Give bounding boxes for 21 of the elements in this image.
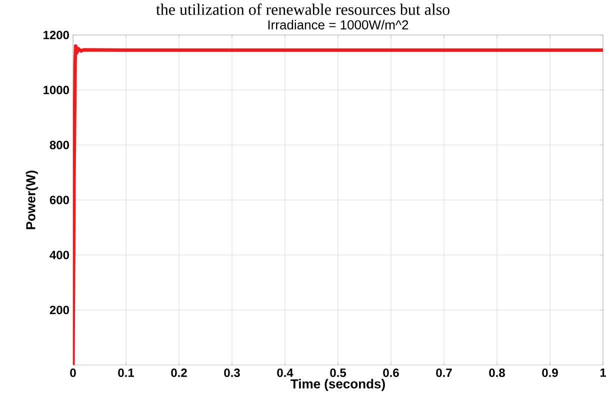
- y-tick-label: 600: [50, 196, 69, 204]
- y-tick-label: 1000: [44, 86, 69, 94]
- x-tick-label: 0.5: [330, 368, 346, 378]
- x-tick-label: 0.7: [436, 368, 452, 378]
- text: the utilization of renewable resources but also: [156, 4, 450, 15]
- x-tick-label: 1: [600, 368, 606, 377]
- y-tick-label: 200: [50, 306, 69, 314]
- x-tick-label: 0.6: [383, 368, 399, 378]
- x-tick-label: 0.3: [224, 368, 240, 378]
- x-tick-label: 0: [70, 368, 76, 378]
- x-tick-label: 0.8: [489, 368, 505, 378]
- y-tick-label: 800: [50, 140, 69, 150]
- x-tick-label: 0.1: [118, 368, 134, 378]
- chart-title: Irradiance = 1000W/m^2: [268, 20, 408, 30]
- y-tick-label: 1200: [44, 30, 69, 40]
- y-tick-label: 400: [50, 250, 69, 260]
- y-axis-title: Power(W): [26, 170, 38, 230]
- x-tick-label: 0.9: [542, 368, 558, 378]
- x-tick-label: 0.2: [171, 368, 187, 378]
- x-tick-label: 0.4: [277, 368, 294, 378]
- x-axis-title: Time (seconds): [290, 378, 385, 392]
